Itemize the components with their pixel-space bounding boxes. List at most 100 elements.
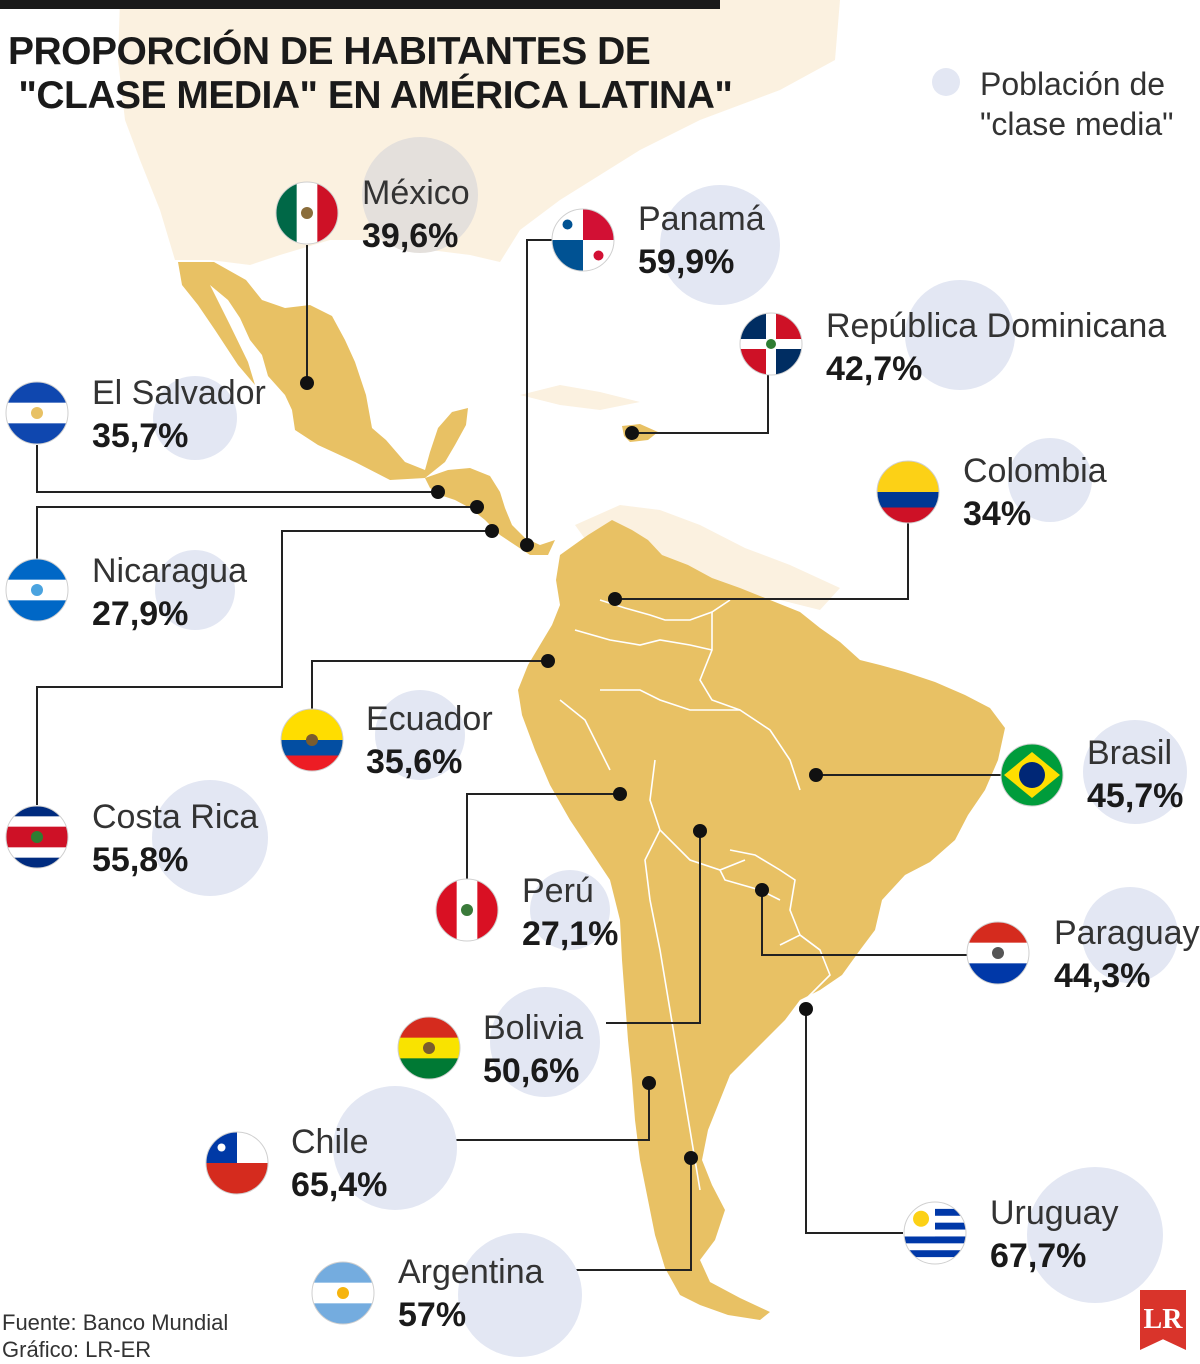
peru-location-pin: [613, 787, 627, 801]
country-name: Chile: [291, 1123, 369, 1161]
country-name: Paraguay: [1054, 914, 1200, 952]
country-name: Ecuador: [366, 700, 493, 738]
dominicana-share-bubble: [905, 280, 1015, 390]
country-label-bolivia: Bolivia 50,6%: [483, 1007, 583, 1093]
nicaragua-share-bubble: [155, 550, 235, 630]
colombia-share-bubble: [1008, 438, 1092, 522]
paraguay-flag-icon: [966, 921, 1030, 985]
uruguay-flag-icon: [903, 1201, 967, 1265]
country-label-colombia: Colombia 34%: [963, 450, 1107, 536]
panama-flag-icon: [551, 208, 615, 272]
country-name: Nicaragua: [92, 552, 247, 590]
peru-share-bubble: [530, 870, 610, 950]
panama-location-pin: [520, 538, 534, 552]
uruguay-location-pin: [799, 1002, 813, 1016]
country-name: Uruguay: [990, 1194, 1119, 1232]
ecuador-connector-line: [311, 660, 548, 710]
costa-rica-share-bubble: [152, 780, 268, 896]
country-value: 39,6%: [362, 217, 459, 255]
country-name: Perú: [522, 872, 594, 910]
colombia-location-pin: [608, 592, 622, 606]
country-label-mexico: México 39,6%: [362, 172, 470, 258]
page-title: PROPORCIÓN DE HABITANTES DE "CLASE MEDIA…: [8, 30, 733, 118]
mexico-share-bubble: [362, 137, 478, 253]
dominican-republic-flag-icon: [739, 312, 803, 376]
argentina-flag-icon: [311, 1261, 375, 1325]
costa-rica-location-pin: [485, 524, 499, 538]
chile-location-pin: [642, 1076, 656, 1090]
title-line-2: "CLASE MEDIA" EN AMÉRICA LATINA": [8, 74, 733, 117]
panama-share-bubble: [660, 185, 780, 305]
chile-flag-icon: [205, 1131, 269, 1195]
paraguay-share-bubble: [1082, 887, 1178, 983]
legend-label-line-1: Población de: [980, 66, 1166, 102]
el-salvador-share-bubble: [153, 376, 237, 460]
panama-connector-line: [526, 239, 555, 545]
uruguay-share-bubble: [1027, 1167, 1163, 1303]
nicaragua-location-pin: [470, 500, 484, 514]
legend-label-line-2: "clase media": [980, 106, 1174, 142]
country-value: 42,7%: [826, 350, 923, 388]
argentina-connector-line: [572, 1158, 692, 1271]
central-america-shape: [425, 468, 555, 555]
country-label-brasil: Brasil 45,7%: [1087, 732, 1183, 818]
country-label-uruguay: Uruguay 67,7%: [990, 1192, 1119, 1278]
country-value: 45,7%: [1087, 777, 1184, 815]
country-value: 57%: [398, 1296, 467, 1334]
mexico-location-pin: [300, 376, 314, 390]
nicaragua-connector-line: [36, 506, 477, 560]
location-pins: [300, 376, 823, 1165]
country-label-paraguay: Paraguay 44,3%: [1054, 912, 1200, 998]
el-salvador-location-pin: [431, 485, 445, 499]
connector-lines: [36, 239, 1003, 1271]
country-name: Costa Rica: [92, 798, 259, 836]
country-value: 27,1%: [522, 915, 619, 953]
source-note: Fuente: Banco Mundial: [2, 1310, 229, 1335]
top-rule: [0, 0, 720, 9]
brazil-flag-icon: [1000, 743, 1064, 807]
country-value: 59,9%: [638, 243, 735, 281]
country-name: República Dominicana: [826, 307, 1167, 345]
colombia-connector-line: [615, 522, 909, 600]
nicaragua-flag-icon: [5, 558, 69, 622]
country-label-costa-rica: Costa Rica 55,8%: [92, 796, 258, 882]
country-value: 65,4%: [291, 1166, 388, 1204]
brasil-location-pin: [809, 768, 823, 782]
bolivia-share-bubble: [490, 987, 600, 1097]
el-salvador-flag-icon: [5, 381, 69, 445]
legend-label: Población de "clase media": [980, 64, 1200, 144]
legend-bubble-swatch: [932, 68, 960, 96]
country-value: 55,8%: [92, 841, 189, 879]
credit-note: Gráfico: LR-ER: [2, 1337, 152, 1362]
country-value: 67,7%: [990, 1237, 1087, 1275]
country-name: El Salvador: [92, 374, 266, 412]
bolivia-flag-icon: [397, 1016, 461, 1080]
bolivia-location-pin: [693, 824, 707, 838]
country-value: 35,6%: [366, 743, 463, 781]
brasil-share-bubble: [1083, 720, 1187, 824]
costa-rica-flag-icon: [5, 805, 69, 869]
dominicana-connector-line: [632, 375, 769, 434]
country-label-ecuador: Ecuador 35,6%: [366, 698, 493, 784]
paraguay-connector-line: [761, 890, 968, 956]
colombia-flag-icon: [876, 460, 940, 524]
dominicana-location-pin: [625, 426, 639, 440]
country-label-peru: Perú 27,1%: [522, 870, 618, 956]
peru-flag-icon: [435, 878, 499, 942]
country-label-chile: Chile 65,4%: [291, 1121, 387, 1207]
country-name: Bolivia: [483, 1009, 584, 1047]
country-value: 44,3%: [1054, 957, 1151, 995]
country-value: 27,9%: [92, 595, 189, 633]
paraguay-location-pin: [755, 883, 769, 897]
chile-connector-line: [392, 1083, 650, 1141]
country-label-nicaragua: Nicaragua 27,9%: [92, 550, 247, 636]
country-value: 35,7%: [92, 417, 189, 455]
country-name: Colombia: [963, 452, 1107, 490]
title-line-1: PROPORCIÓN DE HABITANTES DE: [8, 30, 651, 73]
argentina-share-bubble: [458, 1233, 582, 1357]
bolivia-connector-line: [606, 831, 701, 1024]
country-borders: [559, 599, 831, 1191]
ecuador-location-pin: [541, 654, 555, 668]
